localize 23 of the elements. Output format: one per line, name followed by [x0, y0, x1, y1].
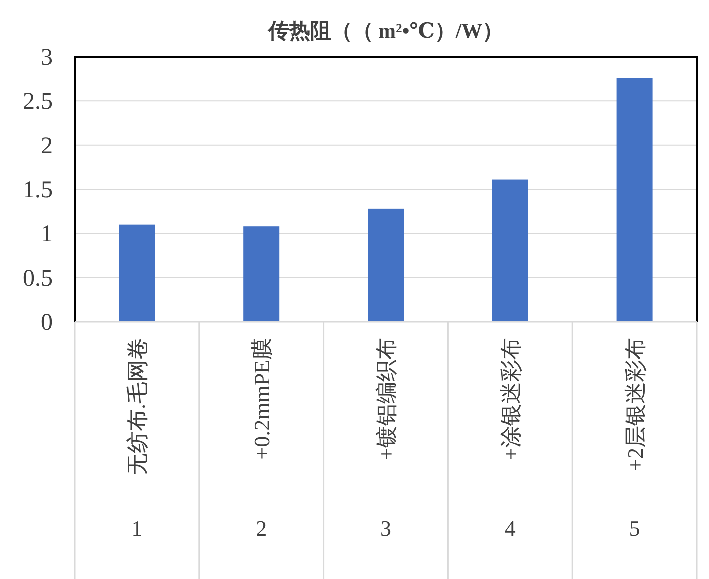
- x-tick-label: 无纺布.毛网卷: [125, 338, 150, 476]
- text: 5: [629, 516, 640, 541]
- y-tick-label: 2.5: [23, 89, 53, 116]
- chart-title: 传热阻（（ m²•℃）/W）: [267, 19, 504, 43]
- bar: [244, 226, 280, 322]
- y-tick-label: 1.5: [23, 178, 53, 204]
- text: 4: [504, 516, 516, 541]
- x-tick-label: +涂银迷彩布: [498, 338, 524, 460]
- x-tick-label: +镀铝编织布: [374, 338, 399, 460]
- text: 3: [380, 516, 392, 541]
- text: 2: [256, 516, 268, 541]
- bar: [616, 78, 653, 322]
- y-tick-label: 2: [41, 133, 53, 160]
- x-tick-label: +2层银迷彩布: [622, 338, 648, 472]
- y-tick-label: 3: [41, 45, 53, 71]
- y-tick-label: 0.5: [23, 266, 53, 292]
- bar: [119, 224, 156, 322]
- y-tick-label: 1: [41, 222, 53, 248]
- y-tick-label: 0: [41, 310, 53, 336]
- bar: [492, 180, 528, 322]
- text: 1: [132, 516, 143, 541]
- bar: [368, 208, 404, 322]
- x-tick-label: +0.2mmPE膜: [250, 338, 275, 460]
